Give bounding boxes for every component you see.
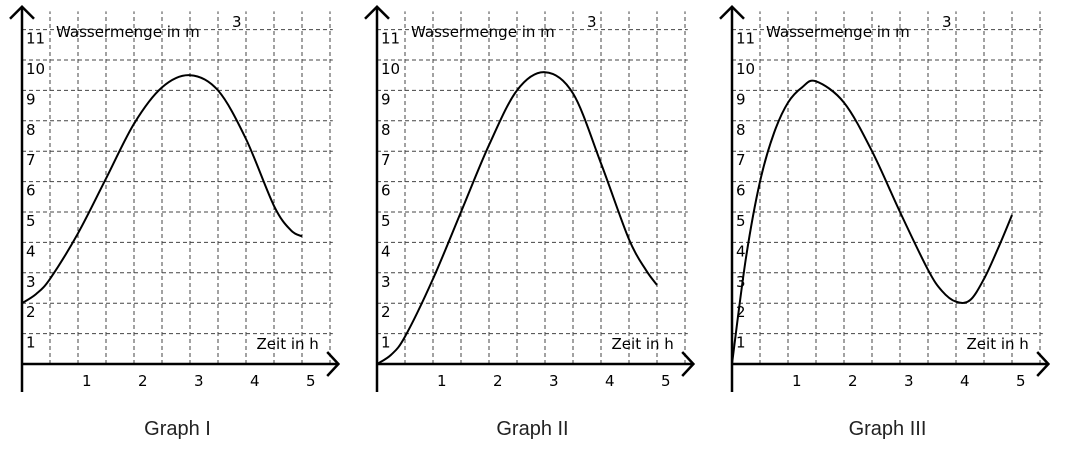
y-tick-label: 9 [736, 90, 746, 108]
y-tick-label: 11 [736, 30, 755, 48]
graph-panel-3: 1 2 3 4 5 6 7 8 9 10 11 1 2 3 4 5 Wassermenge in m 3 Zeit … [710, 0, 1065, 463]
x-axis-arrow [326, 351, 341, 377]
y-tick-label: 6 [26, 182, 36, 200]
y-tick-label: 5 [381, 212, 391, 230]
x-tick-label: 3 [904, 372, 914, 390]
graph-panel-2: 1 2 3 4 5 6 7 8 9 10 11 1 2 3 4 5 Wassermenge in m 3 Zeit … [355, 0, 710, 463]
x-tick-label: 1 [82, 372, 92, 390]
y-tick-label: 5 [26, 212, 36, 230]
x-axis-arrow [681, 351, 696, 377]
y-tick-label: 10 [26, 60, 45, 78]
y-axis-label-superscript: 3 [942, 13, 952, 31]
y-tick-label: 4 [26, 242, 36, 260]
x-axis-label: Zeit in h [257, 335, 319, 353]
y-axis-label: Wassermenge in m [411, 23, 555, 41]
x-tick-label: 1 [792, 372, 802, 390]
y-tick-label: 2 [381, 303, 391, 321]
y-tick-label: 1 [26, 334, 36, 352]
grid [731, 11, 1043, 364]
y-tick-label: 11 [381, 30, 400, 48]
graph-panel-1: 1 2 3 4 5 6 7 8 9 10 11 1 2 3 4 5 Wassermenge in m 3 Zeit … [0, 0, 355, 463]
y-tick-label: 7 [736, 151, 746, 169]
x-tick-label: 2 [138, 372, 148, 390]
x-tick-label: 4 [960, 372, 970, 390]
x-tick-label: 2 [848, 372, 858, 390]
x-tick-label: 3 [549, 372, 559, 390]
x-axis-arrow [1036, 351, 1051, 377]
series-line [731, 79, 1013, 365]
y-tick-label: 3 [736, 273, 746, 291]
x-tick-label: 3 [194, 372, 204, 390]
y-tick-label: 1 [736, 334, 746, 352]
y-tick-label: 8 [381, 121, 391, 139]
series-line [21, 74, 303, 305]
x-tick-label: 4 [605, 372, 615, 390]
y-tick-label: 9 [381, 90, 391, 108]
y-tick-label: 7 [26, 151, 36, 169]
y-tick-label: 6 [381, 182, 391, 200]
x-tick-label: 1 [437, 372, 447, 390]
x-tick-label: 5 [306, 372, 316, 390]
y-tick-label: 11 [26, 30, 45, 48]
y-tick-label: 7 [381, 151, 391, 169]
x-axis-label: Zeit in h [967, 335, 1029, 353]
grid [21, 11, 333, 364]
chart-caption-1: Graph I [144, 418, 211, 440]
x-tick-label: 5 [661, 372, 671, 390]
y-tick-label: 8 [26, 121, 36, 139]
y-tick-label: 10 [736, 60, 755, 78]
y-axis-arrow [9, 5, 35, 20]
y-tick-label: 8 [736, 121, 746, 139]
y-tick-label: 4 [381, 242, 391, 260]
x-tick-label: 2 [493, 372, 503, 390]
y-axis-label: Wassermenge in m [766, 23, 910, 41]
y-axis-label: Wassermenge in m [56, 23, 200, 41]
y-tick-label: 5 [736, 212, 746, 230]
y-axis-arrow [364, 5, 390, 20]
y-tick-label: 3 [381, 273, 391, 291]
chart-caption-2: Graph II [496, 418, 569, 440]
y-tick-label: 9 [26, 90, 36, 108]
y-axis-label-superscript: 3 [232, 13, 242, 31]
y-axis-label-superscript: 3 [587, 13, 597, 31]
y-tick-label: 2 [736, 303, 746, 321]
y-axis-arrow [719, 5, 745, 20]
y-tick-label: 2 [26, 303, 36, 321]
chart-caption-3: Graph III [848, 418, 927, 440]
x-axis-label: Zeit in h [612, 335, 674, 353]
grid [376, 11, 688, 364]
x-tick-label: 4 [250, 372, 260, 390]
x-tick-label: 5 [1016, 372, 1026, 390]
y-tick-label: 6 [736, 182, 746, 200]
series-line [376, 71, 658, 365]
y-tick-label: 3 [26, 273, 36, 291]
y-tick-label: 4 [736, 242, 746, 260]
y-tick-label: 1 [381, 334, 391, 352]
y-tick-label: 10 [381, 60, 400, 78]
